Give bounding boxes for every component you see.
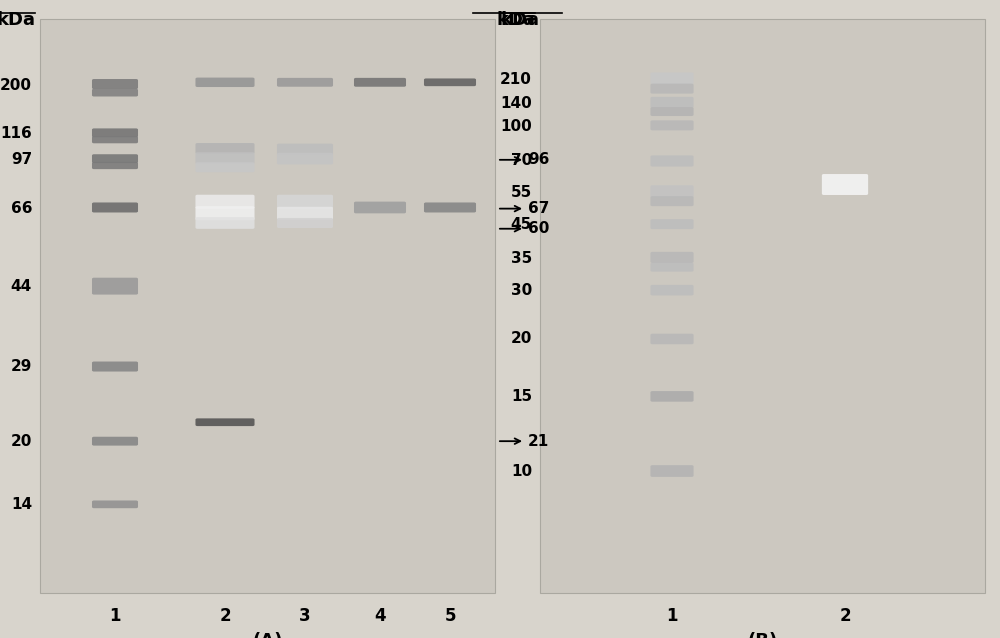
FancyBboxPatch shape [195,78,255,87]
FancyBboxPatch shape [354,78,406,87]
FancyBboxPatch shape [195,419,255,426]
Text: 67: 67 [528,201,549,216]
FancyBboxPatch shape [277,207,333,219]
FancyBboxPatch shape [650,219,694,229]
FancyBboxPatch shape [650,121,694,130]
FancyBboxPatch shape [92,79,138,89]
FancyBboxPatch shape [650,196,694,206]
Text: 96: 96 [528,152,549,167]
FancyBboxPatch shape [650,391,694,402]
Text: (A): (A) [252,632,283,638]
Text: 4: 4 [374,607,386,625]
FancyBboxPatch shape [195,195,255,209]
Text: 140: 140 [500,96,532,111]
Text: 5: 5 [444,607,456,625]
Text: 200: 200 [0,78,32,93]
Text: 2: 2 [219,607,231,625]
Text: 3: 3 [299,607,311,625]
Text: 35: 35 [511,251,532,266]
FancyBboxPatch shape [650,334,694,345]
FancyBboxPatch shape [650,156,694,167]
FancyBboxPatch shape [92,362,138,371]
FancyBboxPatch shape [424,78,476,86]
Text: 210: 210 [500,72,532,87]
Text: 100: 100 [500,119,532,134]
FancyBboxPatch shape [277,153,333,165]
Text: 21: 21 [528,434,549,449]
FancyBboxPatch shape [650,97,694,108]
FancyBboxPatch shape [92,89,138,96]
FancyBboxPatch shape [195,143,255,154]
FancyBboxPatch shape [195,206,255,220]
Text: 60: 60 [528,221,549,236]
FancyBboxPatch shape [277,144,333,155]
FancyBboxPatch shape [92,437,138,445]
Bar [540,19,985,593]
Text: 97: 97 [11,152,32,167]
FancyBboxPatch shape [92,128,138,137]
Text: 116: 116 [0,126,32,142]
Text: 15: 15 [511,389,532,404]
FancyBboxPatch shape [650,465,694,477]
Text: kDa: kDa [500,11,539,29]
FancyBboxPatch shape [92,202,138,212]
Text: 1: 1 [109,607,121,625]
FancyBboxPatch shape [195,217,255,229]
Text: 55: 55 [511,185,532,200]
FancyBboxPatch shape [650,84,694,94]
FancyBboxPatch shape [277,218,333,228]
Text: kDa: kDa [496,11,535,29]
Text: (B): (B) [747,632,778,638]
FancyBboxPatch shape [195,162,255,172]
Text: 45: 45 [511,217,532,232]
FancyBboxPatch shape [822,174,868,195]
FancyBboxPatch shape [92,154,138,163]
Text: 1: 1 [666,607,678,625]
Text: 10: 10 [511,464,532,478]
FancyBboxPatch shape [92,500,138,508]
Text: 20: 20 [11,434,32,449]
FancyBboxPatch shape [650,285,694,295]
Text: 2: 2 [839,607,851,625]
FancyBboxPatch shape [650,185,694,198]
Text: 20: 20 [511,332,532,346]
Text: 30: 30 [511,283,532,298]
FancyBboxPatch shape [92,162,138,169]
Text: 44: 44 [11,279,32,293]
FancyBboxPatch shape [92,278,138,295]
FancyBboxPatch shape [195,152,255,164]
Text: 66: 66 [10,201,32,216]
FancyBboxPatch shape [424,202,476,212]
FancyBboxPatch shape [650,263,694,272]
Text: 29: 29 [11,359,32,374]
Text: kDa: kDa [0,11,35,29]
FancyBboxPatch shape [92,136,138,144]
FancyBboxPatch shape [354,202,406,213]
Text: 14: 14 [11,497,32,512]
FancyBboxPatch shape [650,73,694,84]
FancyBboxPatch shape [277,195,333,209]
Bar [40,19,495,593]
FancyBboxPatch shape [650,107,694,116]
Text: 70: 70 [511,154,532,168]
FancyBboxPatch shape [650,252,694,263]
FancyBboxPatch shape [277,78,333,87]
